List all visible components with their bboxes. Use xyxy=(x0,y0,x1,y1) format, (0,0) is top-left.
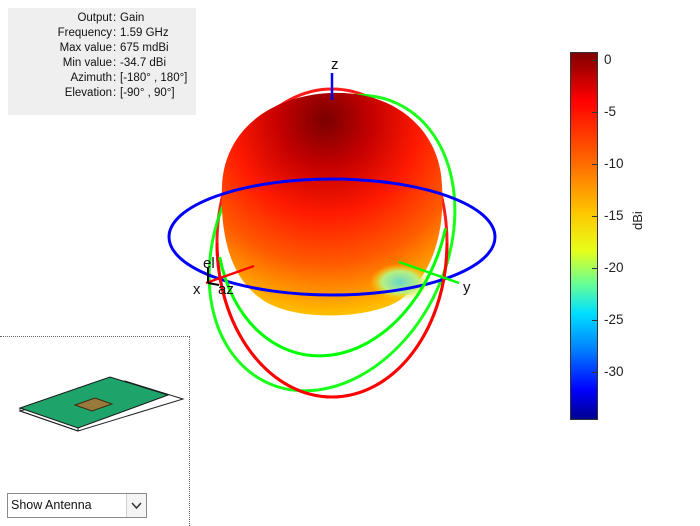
z-axis-label: z xyxy=(331,56,339,73)
colorbar-tick-label: -20 xyxy=(604,260,624,275)
info-elevation-label: Elevation xyxy=(64,87,112,99)
substrate-edge xyxy=(19,408,79,432)
info-min-value: -34.7 dBi xyxy=(120,57,167,69)
dropdown-toggle[interactable] xyxy=(126,494,146,517)
info-min-label: Min value xyxy=(62,57,112,69)
el-axis-label: el xyxy=(203,255,215,272)
info-azimuth-value: [-180° , 180°] xyxy=(120,72,188,84)
info-frequency-value: 1.59 GHz xyxy=(120,27,169,39)
info-elevation-row: Elevation : [-90° , 90°] xyxy=(64,87,175,99)
colorbar-tick-label: -15 xyxy=(604,208,624,223)
info-frequency-row: Frequency : 1.59 GHz xyxy=(57,27,169,39)
antenna-geometry-preview[interactable] xyxy=(0,337,189,487)
x-axis-label: x xyxy=(193,281,201,298)
info-max-label: Max value xyxy=(59,42,112,54)
x-axis-line xyxy=(205,264,255,285)
colorbar-tick-label: -10 xyxy=(604,156,624,171)
az-indicator xyxy=(207,282,220,286)
az-axis-label: az xyxy=(218,281,234,298)
chevron-down-icon xyxy=(131,502,142,510)
colorbar-unit-label: dBi xyxy=(630,211,645,230)
radiation-pattern-surface xyxy=(221,92,443,316)
y-axis-line xyxy=(398,260,460,285)
info-azimuth-row: Azimuth : [-180° , 180°] xyxy=(70,72,188,84)
info-frequency-label: Frequency xyxy=(57,27,112,39)
colorbar-tick-label: -30 xyxy=(604,364,624,379)
pattern-info-panel: Output : Gain Frequency : 1.59 GHz Max v… xyxy=(8,8,196,115)
info-output-value: Gain xyxy=(120,12,145,24)
info-azimuth-label: Azimuth xyxy=(70,72,112,84)
info-output-label: Output xyxy=(77,12,112,24)
info-max-row: Max value : 675 mdBi xyxy=(59,42,169,54)
colorbar-tick-label: 0 xyxy=(604,52,612,67)
show-antenna-dropdown[interactable]: Show Antenna xyxy=(7,493,147,518)
info-max-value: 675 mdBi xyxy=(120,42,169,54)
info-output-row: Output : Gain xyxy=(77,12,145,24)
info-elevation-value: [-90° , 90°] xyxy=(120,87,175,99)
colorbar-tick-label: -25 xyxy=(604,312,624,327)
colorbar-tick-label: -5 xyxy=(604,104,617,119)
gain-colorbar xyxy=(570,52,598,420)
info-min-row: Min value : -34.7 dBi xyxy=(62,57,167,69)
antenna-preview-panel xyxy=(0,336,190,526)
azimuth-circle xyxy=(167,177,497,297)
y-axis-label: y xyxy=(463,279,471,296)
dropdown-selected-value: Show Antenna xyxy=(11,498,92,512)
elevation-circle-xz-front xyxy=(215,242,449,399)
antenna-patch xyxy=(73,397,114,412)
elevation-circle-yz-front xyxy=(218,227,448,358)
